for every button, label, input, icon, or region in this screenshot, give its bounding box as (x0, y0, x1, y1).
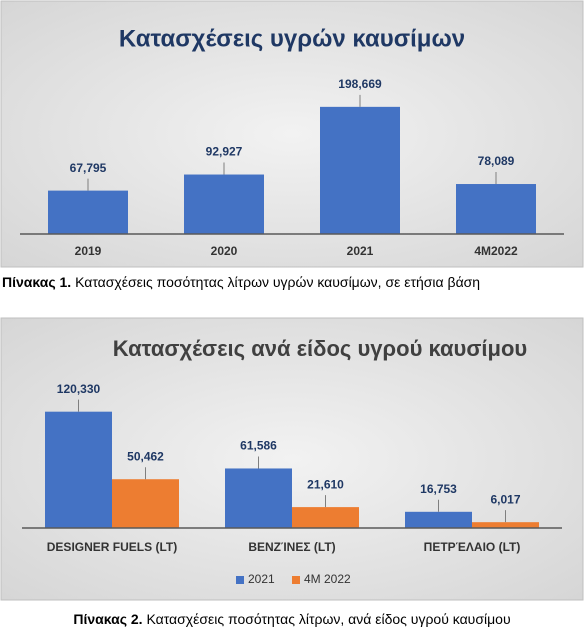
value-label: 92,927 (206, 145, 243, 159)
value-label: 198,669 (338, 77, 382, 91)
value-label: 67,795 (70, 161, 107, 175)
bar (472, 522, 539, 528)
chart-title: Κατασχέσεις ανά είδος υγρού καυσίμου (113, 336, 527, 361)
bar (320, 106, 400, 234)
legend-label: 2021 (248, 572, 275, 586)
x-tick-label: ΠΕΤΡΈΛΑΙΟ (LT) (424, 540, 521, 554)
value-label: 21,610 (307, 477, 344, 491)
chart-title: Κατασχέσεις υγρών καυσίμων (119, 25, 465, 52)
value-label: 50,462 (127, 449, 164, 463)
x-tick-label: DESIGNER FUELS (LT) (47, 540, 177, 554)
legend-swatch (236, 576, 244, 584)
bar (45, 411, 112, 528)
value-label: 78,089 (478, 154, 515, 168)
x-tick-label: 2020 (211, 244, 238, 258)
value-label: 120,330 (57, 382, 101, 396)
bar (48, 190, 128, 234)
x-tick-label: 2021 (347, 244, 374, 258)
x-tick-label: 2019 (75, 244, 102, 258)
value-label: 6,017 (490, 492, 520, 506)
legend-swatch (292, 576, 300, 584)
caption: Πίνακας 2. Κατασχέσεις ποσότητας λίτρων,… (73, 611, 510, 627)
caption-text: Κατασχέσεις ποσότητας λίτρων, ανά είδος … (143, 611, 511, 627)
caption-label: Πίνακας 2. (73, 611, 142, 627)
x-tick-label: ΒΕΝΖΊΝΕΣ (LT) (248, 540, 335, 554)
bar (225, 468, 292, 528)
bar (112, 479, 179, 528)
caption: Πίνακας 1. Κατασχέσεις ποσότητας λίτρων … (2, 274, 480, 290)
bar (184, 174, 264, 234)
bar (292, 507, 359, 528)
x-tick-label: 4M2022 (474, 244, 518, 258)
bar (405, 511, 472, 528)
caption-label: Πίνακας 1. (2, 274, 71, 290)
caption-text: Κατασχέσεις ποσότητας λίτρων υγρών καυσί… (71, 274, 480, 290)
value-label: 16,753 (420, 482, 457, 496)
value-label: 61,586 (240, 439, 277, 453)
bar (456, 184, 536, 234)
legend-label: 4M 2022 (304, 572, 351, 586)
